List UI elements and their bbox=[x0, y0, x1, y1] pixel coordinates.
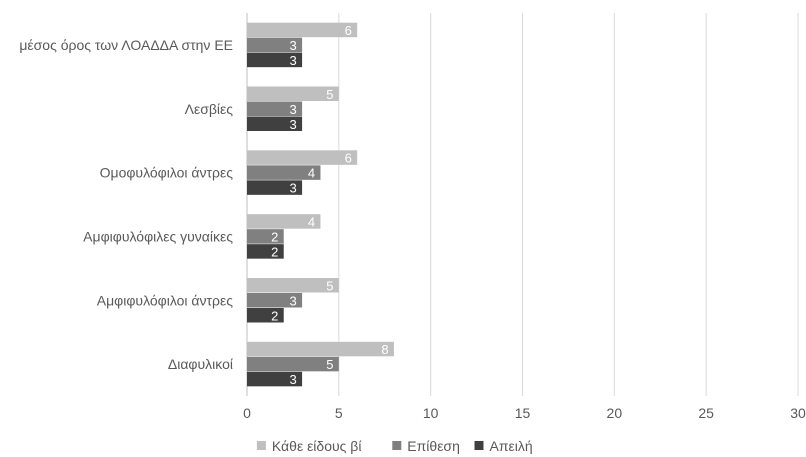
bar-επίθεση bbox=[247, 37, 303, 53]
legend-label: Απειλή bbox=[490, 438, 533, 454]
bar-value-label: 3 bbox=[289, 117, 296, 132]
bar-value-label: 5 bbox=[326, 87, 333, 102]
bar-απειλή bbox=[247, 371, 303, 387]
bar-value-label: 8 bbox=[381, 342, 388, 357]
legend-swatch-κάθε-είδους-βί bbox=[256, 441, 266, 450]
bar-value-label: 3 bbox=[289, 38, 296, 53]
category-axis: μέσος όρος των ΛΟΑΔΔΑ στην ΕΕ Λεσβίες Ομοφ… bbox=[19, 37, 233, 372]
bars bbox=[247, 22, 394, 387]
bar-επίθεση bbox=[247, 165, 321, 180]
category-label: Αμφιφυλόφιλες γυναίκες bbox=[83, 228, 233, 244]
x-tick-label: 30 bbox=[790, 405, 806, 421]
x-tick-label: 0 bbox=[243, 405, 251, 421]
category-label: Διαφυλικοί bbox=[168, 356, 233, 372]
legend-label: Επίθεση bbox=[407, 438, 460, 454]
category-label: Λεσβίες bbox=[185, 101, 234, 117]
legend-swatch-επίθεση bbox=[392, 441, 402, 450]
bar-value-label: 2 bbox=[271, 229, 278, 244]
x-tick-label: 10 bbox=[423, 405, 439, 421]
bar-απειλή bbox=[247, 52, 303, 68]
category-label: Ομοφυλόφιλοι άντρες bbox=[100, 165, 234, 181]
bar-επίθεση bbox=[247, 356, 339, 372]
bar-κάθε-είδους-βί bbox=[247, 341, 394, 357]
bar-απειλή bbox=[247, 116, 303, 131]
x-tick-label: 5 bbox=[335, 405, 343, 421]
bar-value-label: 3 bbox=[289, 181, 296, 196]
bar-value-label: 2 bbox=[271, 308, 278, 323]
x-tick-label: 15 bbox=[515, 405, 531, 421]
legend: Κάθε είδους βί Επίθεση Απειλή bbox=[256, 438, 533, 454]
x-tick-label: 25 bbox=[698, 405, 714, 421]
bar-κάθε-είδους-βί bbox=[247, 22, 358, 38]
bar-value-label: 3 bbox=[289, 53, 296, 68]
bar-value-label: 6 bbox=[345, 23, 352, 38]
bar-επίθεση bbox=[247, 229, 284, 244]
x-tick-label: 20 bbox=[607, 405, 623, 421]
bar-κάθε-είδους-βί bbox=[247, 150, 358, 165]
bar-κάθε-είδους-βί bbox=[247, 278, 339, 293]
gridlines bbox=[246, 13, 799, 396]
bar-value-label: 6 bbox=[345, 151, 352, 166]
bar-value-label: 5 bbox=[326, 278, 333, 293]
value-axis: 0 5 10 15 20 25 30 bbox=[243, 405, 806, 421]
category-label: Αμφιφυλόφιλοι άντρες bbox=[97, 292, 233, 308]
bar-απειλή bbox=[247, 308, 284, 323]
bar-value-label: 5 bbox=[326, 357, 333, 372]
bar-κάθε-είδους-βί bbox=[247, 86, 339, 101]
category-label: μέσος όρος των ΛΟΑΔΔΑ στην ΕΕ bbox=[19, 37, 233, 53]
bar-κάθε-είδους-βί bbox=[247, 214, 321, 229]
bar-value-label: 4 bbox=[308, 214, 315, 229]
bar-value-label: 3 bbox=[289, 102, 296, 117]
bar-απειλή bbox=[247, 244, 284, 259]
bar-value-label: 3 bbox=[289, 372, 296, 387]
bar-επίθεση bbox=[247, 101, 303, 116]
legend-label: Κάθε είδους βί bbox=[272, 438, 362, 454]
bar-επίθεση bbox=[247, 293, 303, 308]
bar-απειλή bbox=[247, 180, 303, 195]
legend-swatch-απειλή bbox=[474, 441, 484, 450]
bar-value-label: 2 bbox=[271, 244, 278, 259]
bar-value-label: 3 bbox=[289, 293, 296, 308]
bar-value-label: 4 bbox=[308, 166, 315, 181]
